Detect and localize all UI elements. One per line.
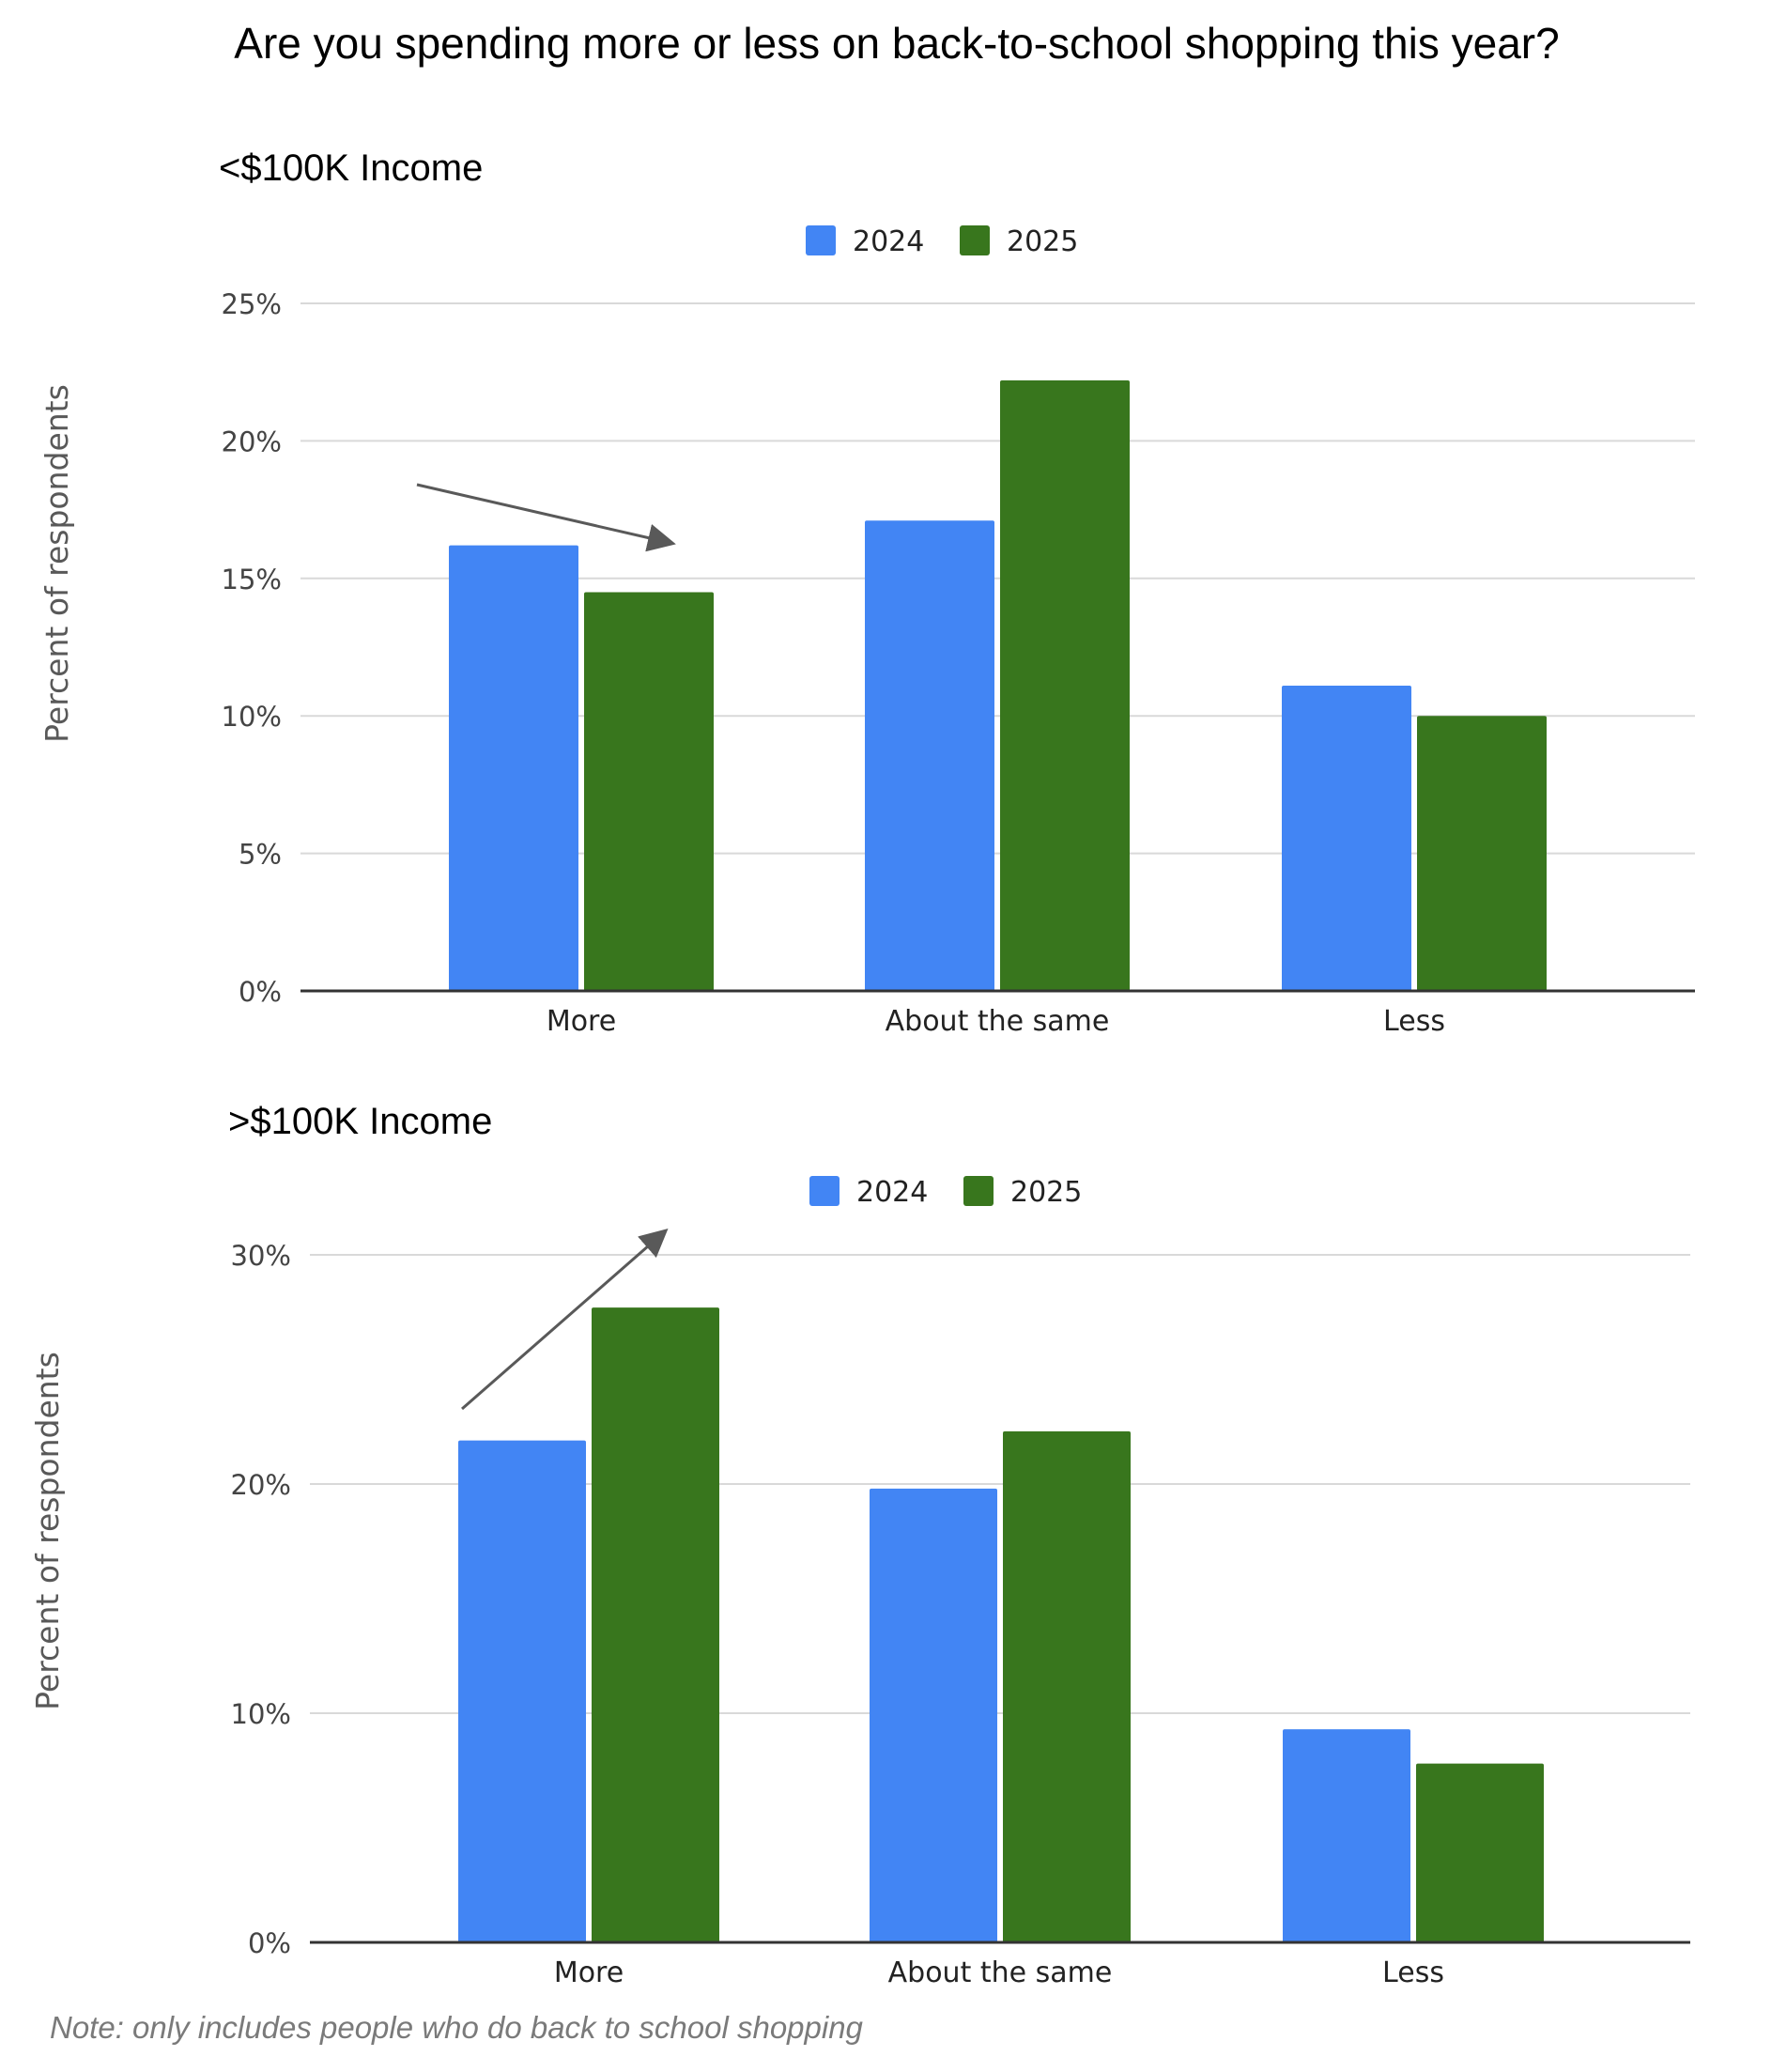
y-tick-label: 10% (231, 1698, 291, 1730)
legend-label-2025: 2025 (1007, 225, 1078, 258)
x-category-label: More (547, 1005, 616, 1038)
y-tick-label: 5% (239, 839, 282, 871)
legend-label-2025: 2025 (1010, 1176, 1082, 1209)
trend-arrow (461, 1229, 669, 1411)
figure-title: Are you spending more or less on back-to… (234, 19, 1559, 68)
x-category-label: Less (1383, 1005, 1445, 1038)
bar-2024-more (458, 1440, 586, 1942)
y-tick-label: 20% (231, 1469, 291, 1501)
x-category-label: About the same (888, 1956, 1113, 1989)
y-tick-label: 0% (248, 1927, 291, 1959)
legend: 2024 2025 (806, 225, 1078, 258)
bar-2024-less (1282, 685, 1411, 991)
x-category-label: About the same (886, 1005, 1110, 1038)
bar-2025-more (584, 592, 714, 991)
legend-swatch-2024 (809, 1176, 840, 1206)
bar-2024-about-the-same (865, 520, 994, 991)
bar-2025-more (592, 1307, 719, 1942)
y-tick-label: 20% (222, 425, 282, 457)
bar-2024-about-the-same (870, 1488, 997, 1942)
panel-title: >$100K Income (228, 1101, 492, 1142)
legend-swatch-2025 (963, 1176, 994, 1206)
legend-swatch-2024 (806, 225, 836, 255)
chart-over-100k: >$100K Income 2024 2025 0% 10% 20% 30% Percent … (29, 1101, 1690, 1989)
bar-2025-less (1416, 1763, 1544, 1942)
bar-2025-about-the-same (1000, 379, 1130, 991)
y-tick-label: 0% (239, 976, 282, 1008)
legend-swatch-2025 (960, 225, 990, 255)
legend-label-2024: 2024 (856, 1176, 928, 1209)
y-tick-label: 15% (222, 564, 282, 595)
x-category-label: Less (1382, 1956, 1444, 1989)
legend: 2024 2025 (809, 1176, 1082, 1209)
chart-under-100k: <$100K Income 2024 2025 0% 5% 10% 15% 20% 25% Per… (39, 147, 1695, 1038)
y-axis-label: Percent of respondents (39, 384, 75, 743)
bar-2024-more (449, 545, 578, 991)
bar-2024-less (1283, 1729, 1410, 1942)
y-tick-label: 10% (222, 701, 282, 733)
bar-2025-less (1417, 716, 1547, 991)
legend-label-2024: 2024 (853, 225, 924, 258)
footnote: Note: only includes people who do back t… (50, 2010, 864, 2045)
y-axis-label: Percent of respondents (29, 1352, 66, 1710)
y-tick-label: 30% (231, 1240, 291, 1272)
x-category-label: More (554, 1956, 624, 1989)
panel-title: <$100K Income (219, 147, 483, 189)
bar-2025-about-the-same (1003, 1430, 1131, 1942)
y-tick-label: 25% (222, 288, 282, 320)
trend-arrow (416, 483, 676, 552)
